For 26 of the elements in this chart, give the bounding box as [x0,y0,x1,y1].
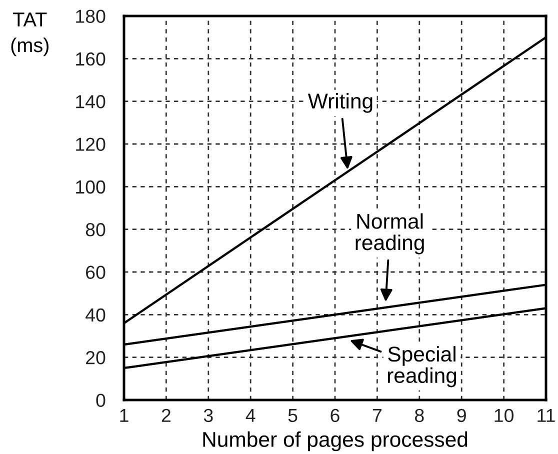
x-tick-label: 11 [538,409,555,422]
y-tick-label: 60 [86,266,106,279]
y-tick-label: 80 [86,223,106,236]
annotation: Special reading [388,346,456,388]
x-tick-label: 8 [415,408,424,422]
x-tick-label: 1 [120,409,128,422]
y-tick-label: 140 [76,95,106,108]
y-axis-title: TAT (ms) [11,12,49,56]
y-tick-label: 180 [76,10,106,23]
y-tick-label: 20 [86,351,106,364]
x-tick-label: 9 [457,408,466,422]
x-tick-label: 7 [372,409,382,422]
y-tick-label: 120 [76,138,106,151]
x-tick-label: 4 [246,409,256,422]
y-tick-label: 0 [96,394,106,407]
x-tick-label: 10 [494,408,514,422]
x-tick-label: 6 [330,408,340,422]
y-tick-label: 40 [86,308,106,322]
x-tick-label: 3 [204,408,213,422]
x-axis-title: Number of pages processed [203,431,468,452]
x-tick-label: 2 [162,408,170,422]
annotation: Normal reading [356,213,424,254]
annotation: Writing [308,93,372,113]
x-tick-label: 5 [288,409,298,422]
y-tick-label: 160 [76,52,106,66]
y-tick-label: 100 [76,180,106,194]
